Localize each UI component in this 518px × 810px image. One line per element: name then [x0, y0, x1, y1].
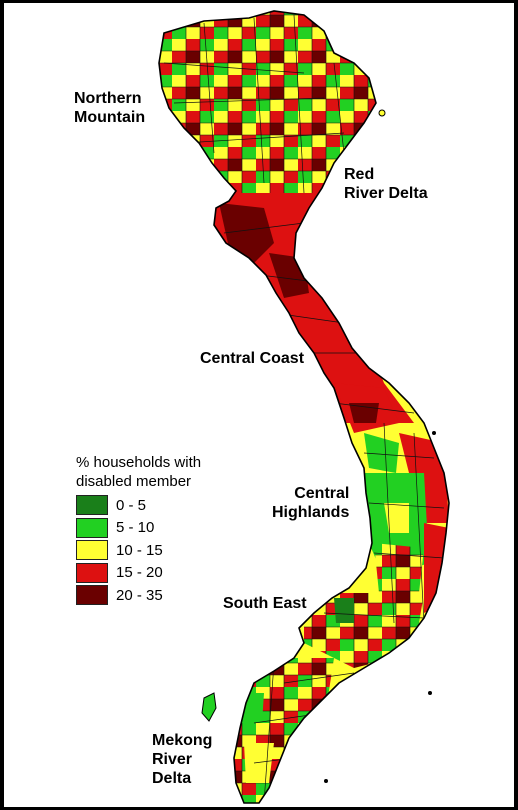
island-dot — [428, 691, 432, 695]
legend-swatch — [76, 517, 108, 538]
map-legend: % households with disabled member 0 - 5 5… — [76, 453, 246, 607]
legend-item-label: 10 - 15 — [116, 541, 163, 559]
legend-item: 0 - 5 — [76, 494, 246, 517]
legend-item: 20 - 35 — [76, 584, 246, 607]
label-northern-mountain: Northern Mountain — [74, 90, 146, 126]
vietnam-map — [158, 10, 450, 804]
legend-item: 15 - 20 — [76, 562, 246, 585]
legend-swatch — [76, 540, 108, 561]
country-outline — [158, 10, 450, 804]
legend-item-label: 0 - 5 — [116, 496, 147, 514]
legend-swatch — [76, 562, 108, 583]
legend-item-label: 20 - 35 — [116, 586, 163, 604]
legend-item-label: 15 - 20 — [116, 564, 163, 582]
legend-item-label: 5 - 10 — [116, 519, 155, 537]
island-phu-quoc — [201, 692, 217, 722]
legend-item: 5 - 10 — [76, 517, 246, 540]
legend-swatch — [76, 585, 108, 606]
legend-title-line1: % households with — [76, 454, 202, 471]
label-south-east: South East — [223, 595, 307, 612]
island-dot — [324, 779, 328, 783]
legend-title-line2: disabled member — [76, 473, 192, 490]
label-central-highlands: Central Highlands — [272, 485, 350, 521]
island-dot — [432, 431, 436, 435]
legend-item: 10 - 15 — [76, 539, 246, 562]
label-mekong-river-delta: Mekong River Delta — [152, 732, 213, 787]
label-red-river-delta: Red River Delta — [344, 166, 428, 202]
map-frame: Northern Mountain Red River Delta Centra… — [4, 3, 514, 807]
legend-swatch — [76, 495, 108, 516]
legend-items: 0 - 5 5 - 10 10 - 15 15 - 20 20 - 35 — [76, 494, 246, 607]
island-dot — [378, 109, 386, 117]
label-central-coast: Central Coast — [200, 350, 305, 367]
